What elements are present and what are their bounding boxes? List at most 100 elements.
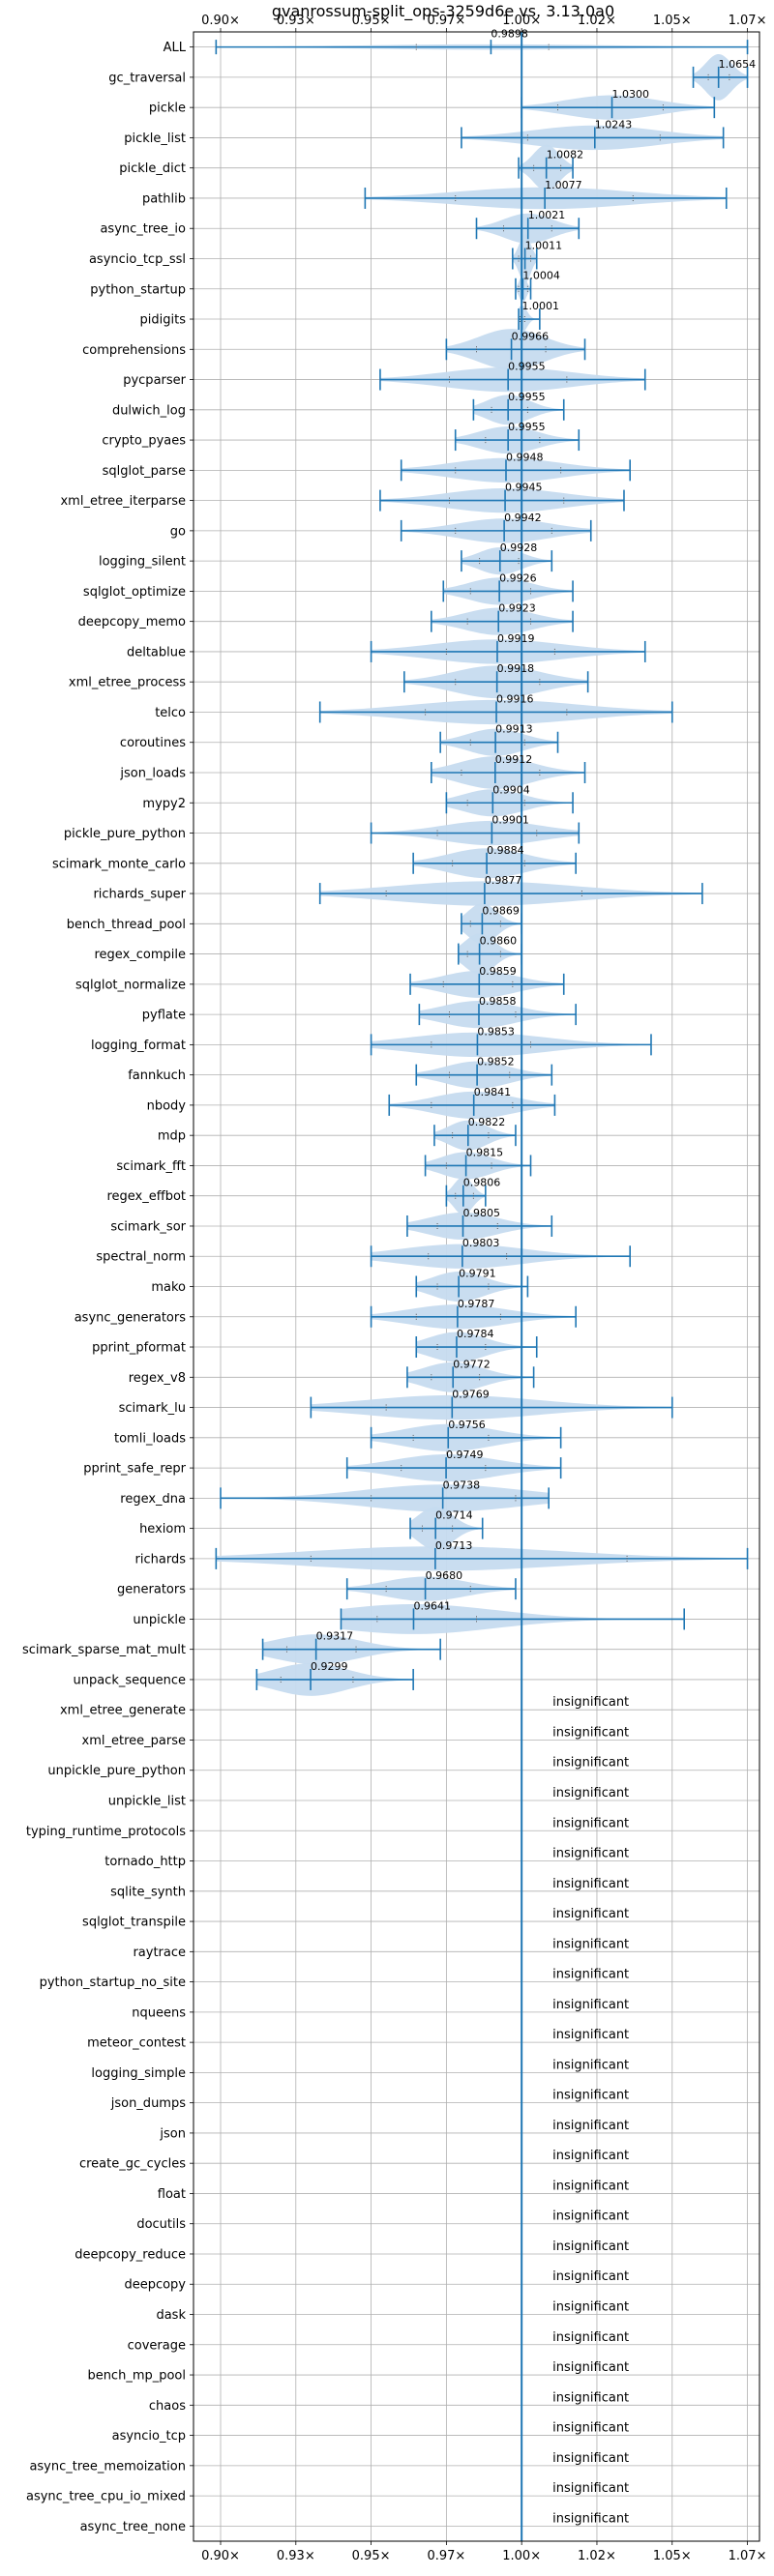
y-label-pprint-pformat: pprint_pformat <box>92 1341 186 1356</box>
y-label-regex-v8: regex_v8 <box>129 1371 186 1386</box>
value-label-xml-etree-iterparse: 0.9945 <box>505 482 543 494</box>
y-label-xml-etree-iterparse: xml_etree_iterparse <box>60 494 186 509</box>
y-label-pickle-dict: pickle_dict <box>119 161 186 176</box>
value-label-scimark-sparse-mat-mult: 0.9317 <box>316 1630 354 1643</box>
bottom-tick-label-0: 0.90× <box>201 2549 240 2563</box>
y-label-richards: richards <box>135 1552 187 1566</box>
y-label-deepcopy-memo: deepcopy_memo <box>78 615 186 629</box>
y-label-crypto-pyaes: crypto_pyaes <box>102 434 186 449</box>
y-label-logging-silent: logging_silent <box>99 555 186 570</box>
value-label-pickle: 1.0300 <box>612 88 650 101</box>
chart-title: gvanrossum-split_ops-3259d6e vs. 3.13.0a… <box>272 2 614 21</box>
bottom-tick-label-6: 1.05× <box>653 2549 692 2563</box>
y-label-meteor-contest: meteor_contest <box>87 2036 186 2051</box>
y-label-bench-mp-pool: bench_mp_pool <box>87 2369 186 2384</box>
value-label-sqlglot-normalize: 0.9859 <box>479 965 517 978</box>
label-json: insignificant <box>552 2119 629 2133</box>
value-label-pyflate: 0.9858 <box>479 995 517 1008</box>
label-deepcopy: insignificant <box>552 2269 629 2284</box>
value-label-regex-v8: 0.9772 <box>453 1358 491 1370</box>
y-label-sqlite-synth: sqlite_synth <box>110 1885 186 1899</box>
value-label-xml-etree-process: 0.9918 <box>497 662 535 675</box>
y-label-pidigits: pidigits <box>140 313 187 328</box>
y-label-xml-etree-process: xml_etree_process <box>69 676 186 690</box>
y-label-docutils: docutils <box>136 2217 186 2232</box>
label-typing-runtime-protocols: insignificant <box>552 1816 629 1830</box>
y-label-xml-etree-parse: xml_etree_parse <box>82 1734 186 1748</box>
value-label-tomli-loads: 0.9756 <box>448 1419 486 1431</box>
bottom-tick-label-2: 0.95× <box>352 2549 391 2563</box>
value-label-asyncio-tcp-ssl: 1.0011 <box>525 239 563 251</box>
label-chaos: insignificant <box>552 2390 629 2405</box>
y-label-sqlglot-parse: sqlglot_parse <box>103 464 186 479</box>
y-label-hexiom: hexiom <box>139 1522 186 1537</box>
y-label-unpickle-list: unpickle_list <box>108 1795 186 1809</box>
label-xml-etree-generate: insignificant <box>552 1695 629 1710</box>
y-label-fannkuch: fannkuch <box>128 1068 186 1083</box>
label-xml-etree-parse: insignificant <box>552 1725 629 1740</box>
y-label-dask: dask <box>156 2308 186 2323</box>
label-dask: insignificant <box>552 2300 629 2315</box>
top-tick-label-2: 0.95× <box>352 14 391 28</box>
top-tick-label-3: 0.97× <box>427 14 465 28</box>
label-unpickle-pure-python: insignificant <box>552 1756 629 1771</box>
y-label-asyncio-tcp: asyncio_tcp <box>112 2429 186 2444</box>
y-label-logging-simple: logging_simple <box>91 2066 186 2081</box>
value-label-logging-silent: 0.9928 <box>500 542 538 554</box>
label-deepcopy-reduce: insignificant <box>552 2239 629 2254</box>
value-label-pickle-pure-python: 0.9901 <box>491 814 529 827</box>
value-label-regex-dna: 0.9738 <box>443 1478 481 1491</box>
value-label-crypto-pyaes: 0.9955 <box>508 421 546 433</box>
value-label-pycparser: 0.9955 <box>508 361 546 373</box>
y-label-chaos: chaos <box>149 2399 186 2414</box>
y-label-nbody: nbody <box>147 1098 187 1113</box>
y-label-deltablue: deltablue <box>127 645 186 659</box>
y-label-deepcopy: deepcopy <box>124 2278 186 2293</box>
y-label-unpickle: unpickle <box>133 1613 186 1627</box>
y-label-async-generators: async_generators <box>74 1310 187 1325</box>
y-label-async-tree-io: async_tree_io <box>100 222 186 237</box>
value-label-richards: 0.9713 <box>435 1539 473 1552</box>
y-label-comprehensions: comprehensions <box>82 343 186 358</box>
value-label-pidigits: 1.0001 <box>521 300 559 312</box>
value-label-richards-super: 0.9877 <box>485 874 522 887</box>
y-label-regex-effbot: regex_effbot <box>106 1189 186 1204</box>
y-label-nqueens: nqueens <box>132 2005 186 2020</box>
y-label-xml-etree-generate: xml_etree_generate <box>60 1704 186 1718</box>
label-python-startup-no-site: insignificant <box>552 1968 629 1982</box>
bottom-tick-label-7: 1.07× <box>729 2549 767 2563</box>
y-label-float: float <box>158 2187 186 2202</box>
label-asyncio-tcp: insignificant <box>552 2421 629 2436</box>
value-label-unpickle: 0.9641 <box>413 1599 451 1612</box>
y-label-sqlglot-optimize: sqlglot_optimize <box>83 585 186 600</box>
y-label-tornado-http: tornado_http <box>104 1855 186 1869</box>
y-label-scimark-sparse-mat-mult: scimark_sparse_mat_mult <box>22 1643 186 1657</box>
value-label-python-startup: 1.0004 <box>522 270 560 282</box>
y-label-raytrace: raytrace <box>133 1946 186 1960</box>
value-label-all: 0.9898 <box>491 28 528 41</box>
value-label-logging-format: 0.9853 <box>477 1025 514 1038</box>
top-tick-label-5: 1.02× <box>578 14 616 28</box>
value-label-deepcopy-memo: 0.9923 <box>498 602 536 615</box>
value-label-hexiom: 0.9714 <box>435 1509 473 1522</box>
y-label-richards-super: richards_super <box>93 888 186 902</box>
y-label-scimark-sor: scimark_sor <box>110 1219 186 1234</box>
label-float: insignificant <box>552 2179 629 2193</box>
value-label-pickle-dict: 1.0082 <box>547 149 584 161</box>
y-label-generators: generators <box>117 1583 186 1597</box>
y-label-scimark-lu: scimark_lu <box>119 1401 186 1416</box>
y-label-all: ALL <box>164 41 187 55</box>
y-label-regex-dna: regex_dna <box>120 1492 186 1507</box>
y-label-regex-compile: regex_compile <box>94 948 186 962</box>
value-label-gc-traversal: 1.0654 <box>719 58 757 71</box>
y-label-json: json <box>159 2126 186 2141</box>
value-label-mako: 0.9791 <box>459 1267 496 1279</box>
label-json-dumps: insignificant <box>552 2089 629 2103</box>
bottom-tick-label-1: 0.93× <box>277 2549 315 2563</box>
top-tick-label-4: 1.00× <box>502 14 541 28</box>
label-docutils: insignificant <box>552 2210 629 2224</box>
y-label-pyflate: pyflate <box>142 1009 186 1023</box>
